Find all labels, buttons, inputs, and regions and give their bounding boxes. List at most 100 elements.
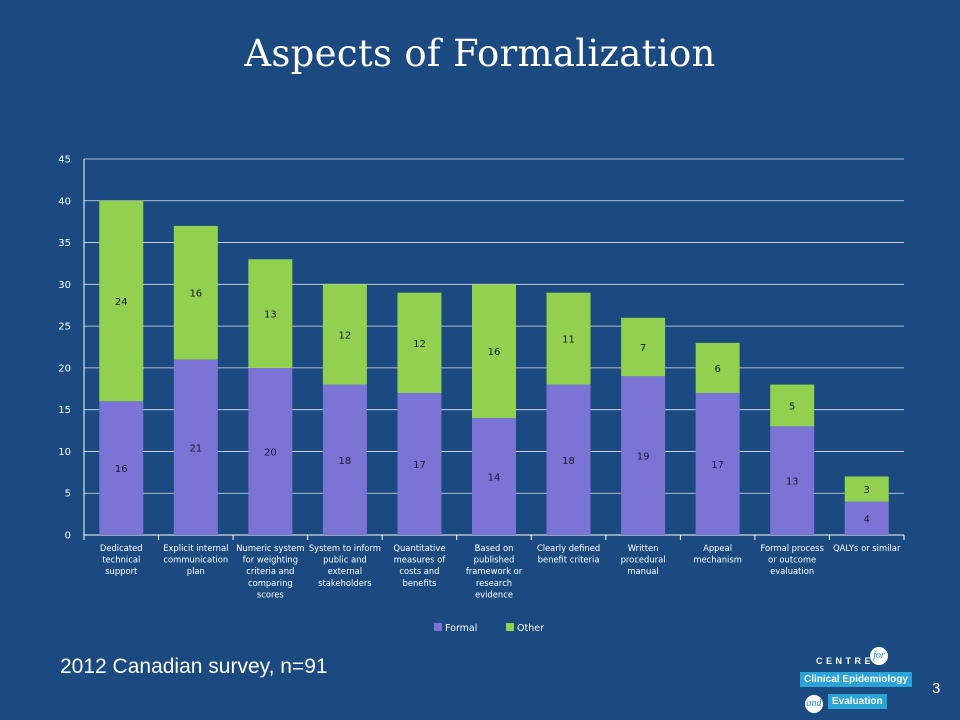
bar-other: [173, 225, 218, 360]
x-tick-label: research: [476, 578, 512, 588]
bar-formal: [472, 418, 516, 535]
data-label-formal: 14: [488, 473, 501, 484]
x-tick-label: Written: [628, 543, 659, 553]
bar-formal: [99, 401, 144, 535]
x-tick-label: Formal process: [760, 543, 823, 553]
x-tick-label: Numeric system: [236, 543, 304, 553]
logo-evaluation: Evaluation: [828, 694, 887, 709]
x-tick-label: criteria and: [246, 566, 294, 576]
bar-other: [695, 342, 740, 393]
y-tick-label: 30: [58, 280, 71, 291]
y-tick-label: 0: [65, 531, 71, 542]
bar-other: [248, 259, 293, 368]
bar-formal: [322, 384, 367, 535]
y-tick-label: 15: [58, 405, 71, 416]
x-tick-label: public and: [323, 555, 367, 565]
bar-formal: [248, 367, 293, 535]
bar-formal: [173, 359, 218, 535]
x-tick-label: evaluation: [770, 566, 814, 576]
slide-title: Aspects of Formalization: [244, 32, 716, 75]
x-tick-label: or outcome: [768, 555, 816, 565]
legend-swatch-formal: [434, 623, 442, 631]
y-tick-label: 45: [58, 155, 71, 166]
data-label-formal: 18: [339, 456, 352, 467]
logo-for-circle: for: [870, 647, 888, 665]
data-label-other: 24: [115, 297, 128, 308]
page-number: 3: [932, 680, 941, 697]
bar-formal: [546, 384, 591, 535]
x-tick-label: support: [105, 566, 138, 576]
data-label-formal: 21: [189, 443, 202, 454]
x-tick-label: manual: [627, 566, 658, 576]
data-label-formal: 17: [711, 460, 724, 471]
x-tick-label: benefits: [403, 578, 437, 588]
bar-formal: [621, 376, 666, 535]
data-label-other: 12: [339, 330, 352, 341]
data-label-other: 6: [714, 364, 720, 375]
legend-label-formal: Formal: [445, 623, 477, 634]
centre-logo: CENTRE for Clinical Epidemiology and Eva…: [800, 646, 918, 714]
x-tick-label: framework or: [466, 566, 523, 576]
x-tick-label: Quantitative: [393, 543, 445, 553]
data-label-other: 5: [789, 401, 795, 412]
y-tick-label: 35: [58, 238, 71, 249]
x-tick-label: comparing: [248, 578, 293, 588]
x-tick-label: technical: [102, 555, 140, 565]
data-label-formal: 18: [562, 456, 575, 467]
x-tick-label: Clearly defined: [537, 543, 600, 553]
x-tick-label: Based on: [475, 543, 514, 553]
data-label-other: 16: [189, 289, 202, 300]
x-tick-label: external: [328, 566, 362, 576]
bar-formal: [770, 426, 815, 535]
bar-other: [99, 200, 144, 402]
data-label-formal: 4: [864, 514, 870, 525]
bar-other: [770, 384, 815, 427]
data-label-formal: 16: [115, 464, 128, 475]
bar-other: [397, 292, 442, 393]
y-tick-label: 25: [58, 322, 71, 333]
data-label-formal: 17: [413, 460, 426, 471]
x-tick-label: System to inform: [309, 543, 381, 553]
x-tick-label: evidence: [475, 589, 513, 599]
x-tick-label: mechanism: [693, 555, 742, 565]
data-label-other: 13: [264, 310, 277, 321]
x-tick-label: QALYs or similar: [833, 543, 901, 553]
x-tick-label: benefit criteria: [538, 555, 600, 565]
logo-centre-text: CENTRE: [816, 656, 875, 666]
x-tick-label: procedural: [621, 555, 666, 565]
bar-other: [621, 317, 666, 377]
x-tick-label: published: [474, 555, 515, 565]
data-label-other: 16: [488, 347, 501, 358]
y-tick-label: 5: [65, 489, 71, 500]
data-label-other: 11: [562, 335, 575, 346]
x-tick-label: plan: [187, 566, 205, 576]
data-label-formal: 13: [786, 477, 799, 488]
data-label-formal: 19: [637, 452, 650, 463]
x-tick-label: measures of: [394, 555, 447, 565]
y-tick-label: 20: [58, 363, 71, 374]
data-label-other: 3: [864, 485, 870, 496]
x-tick-label: stakeholders: [318, 578, 372, 588]
data-label-other: 7: [640, 343, 646, 354]
legend-label-other: Other: [517, 623, 544, 634]
bar-other: [546, 292, 591, 385]
legend-swatch-other: [506, 623, 514, 631]
bar-other: [322, 284, 367, 385]
x-tick-label: Dedicated: [100, 543, 143, 553]
x-tick-label: Explicit internal: [163, 543, 228, 553]
bar-formal: [695, 392, 740, 535]
bar-formal: [844, 501, 889, 535]
data-label-other: 12: [413, 339, 426, 350]
survey-footnote: 2012 Canadian survey, n=91: [60, 655, 328, 678]
x-tick-label: for weighting: [243, 555, 298, 565]
logo-clinical-epidemiology: Clinical Epidemiology: [800, 672, 912, 687]
x-tick-label: communication: [163, 555, 228, 565]
y-tick-label: 10: [58, 447, 71, 458]
x-tick-label: costs and: [399, 566, 439, 576]
y-tick-label: 40: [58, 196, 71, 207]
x-tick-label: scores: [257, 589, 284, 599]
data-label-formal: 20: [264, 447, 277, 458]
x-tick-label: Appeal: [703, 543, 732, 553]
bar-other: [844, 476, 889, 502]
